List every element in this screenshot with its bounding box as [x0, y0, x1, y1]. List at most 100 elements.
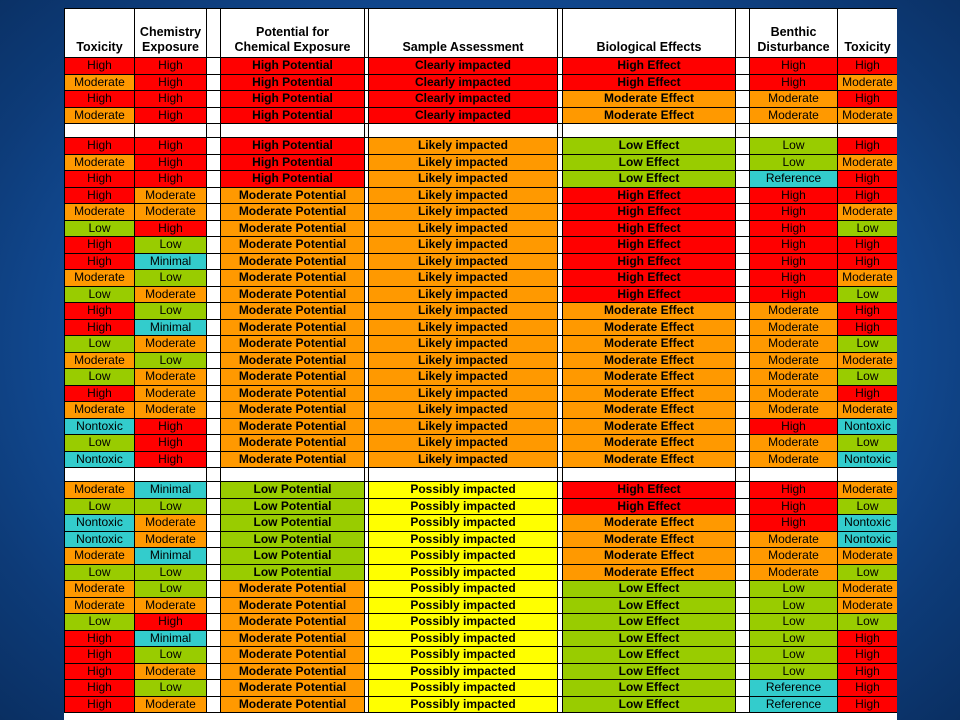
- cell-toxicity: High: [837, 186, 897, 204]
- header-toxicity-2: Toxicity: [837, 8, 897, 58]
- separator-cell: [735, 236, 750, 254]
- table-row: Low Moderate Moderate Potential Likely impa…: [64, 285, 897, 303]
- cell-toxicity: High: [64, 662, 135, 680]
- cell-potential-for-chemical-exposure: Moderate Potential: [220, 285, 365, 303]
- cell-biological-effects: High Effect: [562, 481, 736, 499]
- blank-cell: [134, 123, 207, 138]
- cell-biological-effects: High Effect: [562, 269, 736, 287]
- table-row: Low Low Low Potential Possibly impacted High…: [64, 497, 897, 515]
- header-separator: [206, 8, 221, 58]
- cell-toxicity: High: [837, 679, 897, 697]
- cell-potential-for-chemical-exposure: Moderate Potential: [220, 219, 365, 237]
- cell-benthic-disturbance: Moderate: [749, 106, 838, 124]
- table-row: High Minimal Moderate Potential Possibly im…: [64, 629, 897, 647]
- table-row: High Minimal Moderate Potential Likely impa…: [64, 252, 897, 270]
- cell-toxicity: Moderate: [837, 269, 897, 287]
- cell-sample-assessment: Likely impacted: [368, 318, 558, 336]
- table-row: Moderate High High Potential Clearly impact…: [64, 73, 897, 91]
- cell-sample-assessment: Likely impacted: [368, 285, 558, 303]
- cell-sample-assessment: Possibly impacted: [368, 530, 558, 548]
- cell-toxicity: High: [64, 137, 135, 155]
- cell-potential-for-chemical-exposure: Moderate Potential: [220, 679, 365, 697]
- cell-potential-for-chemical-exposure: Moderate Potential: [220, 417, 365, 435]
- cell-biological-effects: Moderate Effect: [562, 384, 736, 402]
- cell-benthic-disturbance: Low: [749, 596, 838, 614]
- cell-chemistry-exposure: Moderate: [134, 335, 207, 353]
- cell-biological-effects: Low Effect: [562, 580, 736, 598]
- cell-potential-for-chemical-exposure: Moderate Potential: [220, 368, 365, 386]
- cell-biological-effects: Low Effect: [562, 662, 736, 680]
- cell-sample-assessment: Clearly impacted: [368, 106, 558, 124]
- separator-cell: [206, 137, 221, 155]
- cell-biological-effects: Low Effect: [562, 153, 736, 171]
- cell-sample-assessment: Likely impacted: [368, 302, 558, 320]
- separator-cell: [206, 695, 221, 713]
- cell-chemistry-exposure: Low: [134, 497, 207, 515]
- separator-cell: [206, 302, 221, 320]
- cell-benthic-disturbance: Moderate: [749, 90, 838, 108]
- cell-toxicity: Low: [64, 335, 135, 353]
- cell-benthic-disturbance: High: [749, 252, 838, 270]
- cell-sample-assessment: Clearly impacted: [368, 57, 558, 75]
- cell-biological-effects: Low Effect: [562, 646, 736, 664]
- table-row: Low Moderate Moderate Potential Likely impa…: [64, 368, 897, 386]
- separator-cell: [206, 596, 221, 614]
- cell-chemistry-exposure: Moderate: [134, 596, 207, 614]
- cell-biological-effects: Moderate Effect: [562, 450, 736, 468]
- cell-benthic-disturbance: Moderate: [749, 351, 838, 369]
- table-row: Moderate Low Moderate Potential Possibly im…: [64, 580, 897, 598]
- cell-chemistry-exposure: Low: [134, 563, 207, 581]
- cell-benthic-disturbance: High: [749, 269, 838, 287]
- separator-cell: [735, 57, 750, 75]
- cell-sample-assessment: Likely impacted: [368, 137, 558, 155]
- separator-cell: [735, 563, 750, 581]
- separator-cell: [206, 203, 221, 221]
- cell-chemistry-exposure: High: [134, 137, 207, 155]
- cell-biological-effects: Moderate Effect: [562, 368, 736, 386]
- cell-toxicity: Moderate: [64, 580, 135, 598]
- cell-chemistry-exposure: Moderate: [134, 285, 207, 303]
- cell-biological-effects: Low Effect: [562, 170, 736, 188]
- cell-potential-for-chemical-exposure: Moderate Potential: [220, 384, 365, 402]
- cell-benthic-disturbance: Low: [749, 646, 838, 664]
- cell-potential-for-chemical-exposure: Moderate Potential: [220, 203, 365, 221]
- cell-potential-for-chemical-exposure: High Potential: [220, 106, 365, 124]
- cell-biological-effects: Moderate Effect: [562, 434, 736, 452]
- separator-cell: [735, 662, 750, 680]
- table-row: Low High Moderate Potential Possibly impact…: [64, 613, 897, 631]
- cell-benthic-disturbance: High: [749, 285, 838, 303]
- cell-benthic-disturbance: Moderate: [749, 302, 838, 320]
- cell-benthic-disturbance: High: [749, 186, 838, 204]
- cell-sample-assessment: Clearly impacted: [368, 90, 558, 108]
- cell-toxicity: Moderate: [837, 481, 897, 499]
- cell-chemistry-exposure: Low: [134, 236, 207, 254]
- cell-toxicity: High: [64, 695, 135, 713]
- cell-toxicity: Moderate: [64, 351, 135, 369]
- separator-cell: [206, 285, 221, 303]
- separator-cell: [735, 530, 750, 548]
- cell-benthic-disturbance: High: [749, 57, 838, 75]
- separator-cell: [206, 434, 221, 452]
- cell-biological-effects: High Effect: [562, 252, 736, 270]
- cell-potential-for-chemical-exposure: Low Potential: [220, 563, 365, 581]
- cell-toxicity: Moderate: [64, 269, 135, 287]
- cell-potential-for-chemical-exposure: High Potential: [220, 90, 365, 108]
- table-row: High Low Moderate Potential Likely impacted…: [64, 236, 897, 254]
- separator-cell: [206, 384, 221, 402]
- cell-toxicity: Low: [837, 285, 897, 303]
- cell-benthic-disturbance: Low: [749, 613, 838, 631]
- cell-toxicity: Low: [837, 368, 897, 386]
- cell-benthic-disturbance: Moderate: [749, 384, 838, 402]
- separator-cell: [206, 401, 221, 419]
- separator-cell: [735, 695, 750, 713]
- separator-cell: [735, 153, 750, 171]
- cell-toxicity: High: [837, 252, 897, 270]
- blank-cell: [64, 123, 135, 138]
- header-toxicity2-line2: Toxicity: [844, 40, 891, 54]
- cell-sample-assessment: Possibly impacted: [368, 646, 558, 664]
- table-row: High Moderate Moderate Potential Possibly i…: [64, 662, 897, 680]
- separator-cell: [735, 170, 750, 188]
- header-separator: [735, 8, 750, 58]
- cell-chemistry-exposure: High: [134, 57, 207, 75]
- table-row: High Low Moderate Potential Possibly impact…: [64, 679, 897, 697]
